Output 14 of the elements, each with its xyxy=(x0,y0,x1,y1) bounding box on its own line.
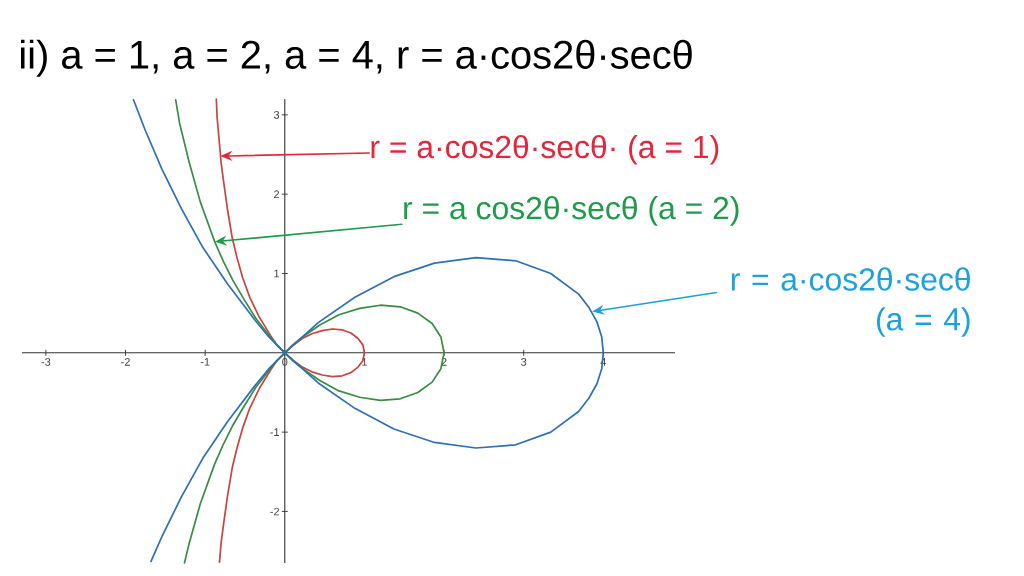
y-tick-label: 2 xyxy=(274,190,280,198)
y-tick-label: 1 xyxy=(274,269,280,278)
annotation: r = a cos2θ·secθ (a = 2) xyxy=(404,195,739,226)
x-tick-label: 3 xyxy=(521,358,527,366)
line-series xyxy=(215,98,366,564)
x-tick-label: -3 xyxy=(41,358,51,366)
y-tick-label: -1 xyxy=(270,428,280,436)
y-tick-label: -2 xyxy=(270,507,280,516)
y-tick-label: 3 xyxy=(273,110,280,119)
chart-title: ii) a = 1, a = 2, a = 4, r = a·cos2θ·secθ xyxy=(21,39,692,77)
x-tick-label: -2 xyxy=(121,358,130,366)
annotation: r = a·cos2θ·secθ· (a = 1) xyxy=(371,134,719,165)
annotation: r = a·cos2θ·secθ (a = 4) xyxy=(731,267,970,337)
x-tick-label: -1 xyxy=(200,358,210,366)
